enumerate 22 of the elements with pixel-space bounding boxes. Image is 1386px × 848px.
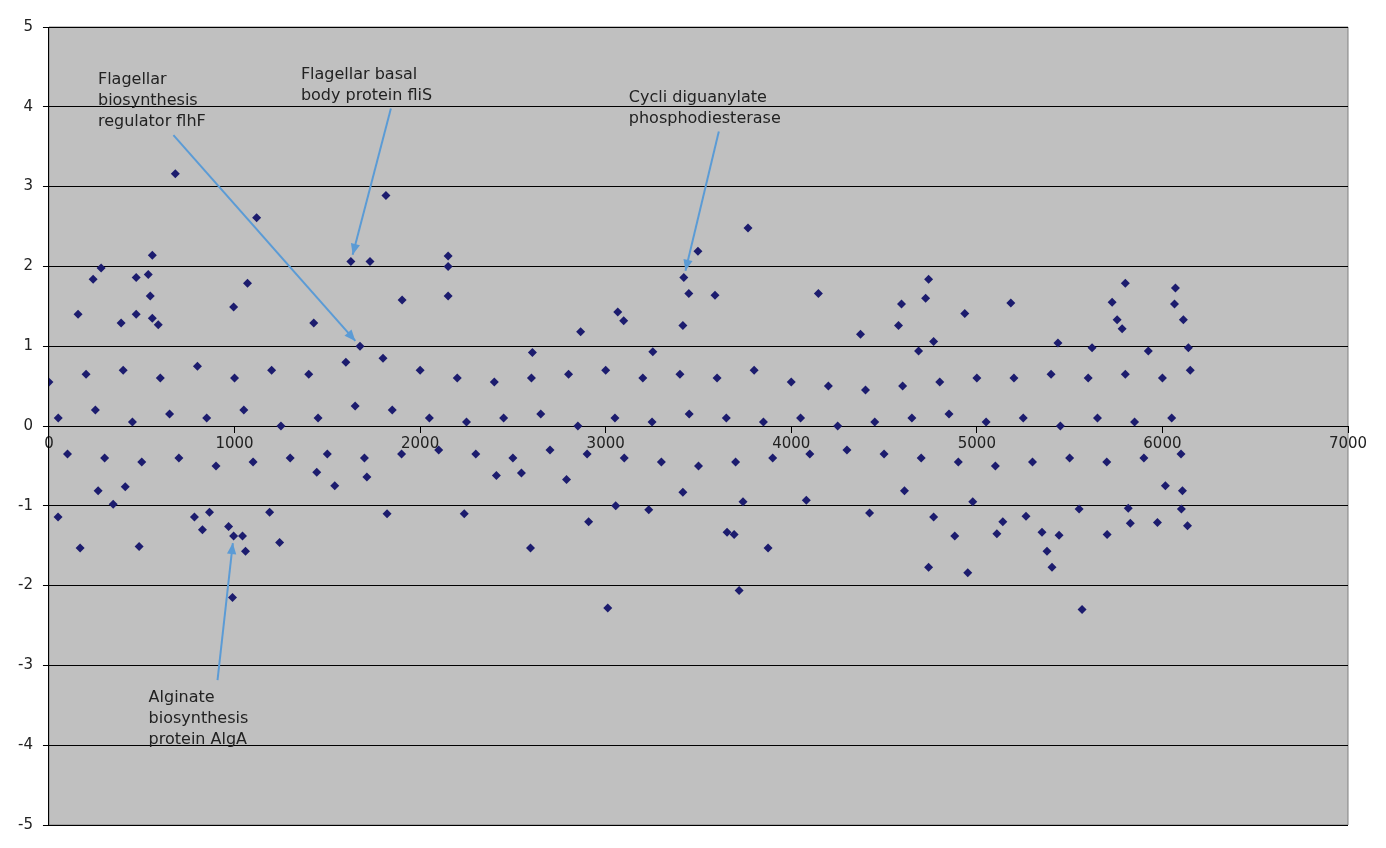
x-tick-label: 2000 [401,433,440,452]
annotation: Flagellar biosynthesis regulator flhF [97,68,206,132]
y-tick-label: 1 [23,336,33,355]
annotation: Cycli diguanylate phosphodiesterase [628,85,781,128]
annotation: Alginate biosynthesis protein AlgA [148,686,249,750]
x-tick-label: 6000 [1143,433,1182,452]
annotation: Flagellar basal body protein fliS [300,62,433,105]
y-tick-label: 2 [23,256,33,275]
y-tick-label: 3 [23,176,33,195]
y-tick-label: -5 [17,814,33,833]
y-tick-label: -4 [17,735,33,754]
x-tick-label: 7000 [1328,433,1368,452]
x-tick-label: 3000 [586,433,625,452]
x-tick-label: 4000 [772,433,811,452]
y-tick-label: 4 [23,96,33,115]
x-tick-label: 1000 [215,433,254,452]
y-tick-label: -2 [17,575,33,594]
y-tick-label: -3 [17,655,33,674]
x-tick-label: 5000 [957,433,996,452]
y-tick-label: 0 [23,415,33,434]
y-tick-label: -1 [17,495,33,514]
y-tick-label: 5 [23,16,33,35]
